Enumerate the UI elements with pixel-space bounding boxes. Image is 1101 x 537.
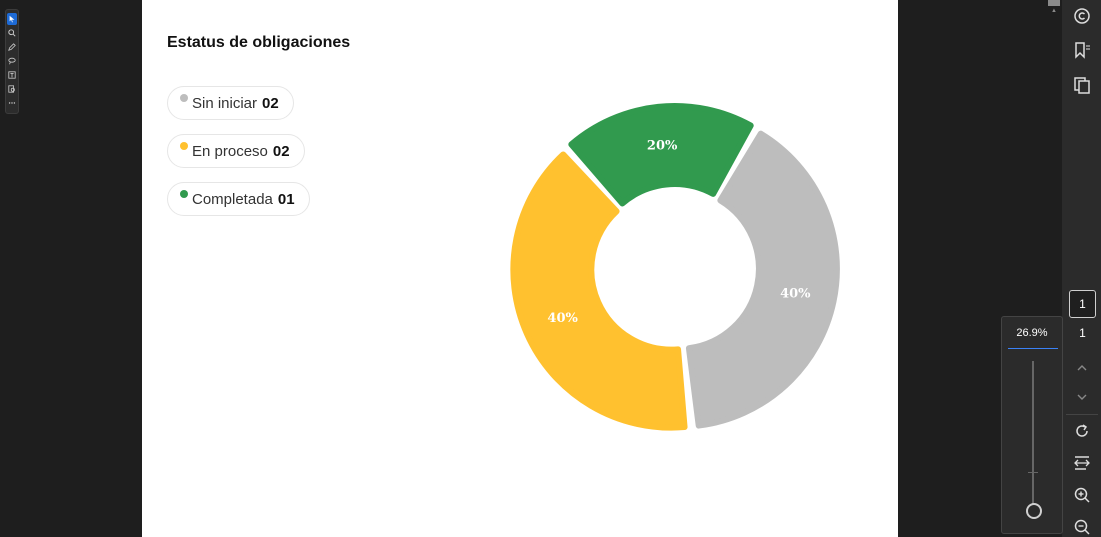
more-icon[interactable] bbox=[7, 97, 17, 109]
fit-width-icon[interactable] bbox=[1072, 453, 1092, 473]
legend-count: 01 bbox=[277, 190, 295, 208]
donut-slice-en-proceso bbox=[510, 151, 688, 431]
legend-count: 02 bbox=[262, 94, 279, 112]
legend-item-completada: Completada 01 bbox=[167, 182, 310, 216]
legend-dot-icon bbox=[180, 142, 188, 150]
document-page: Estatus de obligaciones Sin iniciar 02 E… bbox=[142, 0, 898, 537]
zoom-in-icon[interactable] bbox=[1072, 485, 1092, 505]
legend-item-en-proceso: En proceso 02 bbox=[167, 134, 305, 168]
chevron-down-icon[interactable] bbox=[1072, 387, 1092, 407]
divider bbox=[1066, 414, 1098, 415]
pen-icon[interactable] bbox=[7, 41, 17, 53]
scroll-up-icon[interactable]: ▲ bbox=[1051, 8, 1057, 14]
chevron-up-icon[interactable] bbox=[1072, 358, 1092, 378]
donut-data-label: 40% bbox=[780, 287, 811, 302]
zoom-icon[interactable] bbox=[7, 27, 17, 39]
lasso-icon[interactable] bbox=[7, 55, 17, 67]
legend-label: Completada bbox=[192, 190, 273, 208]
total-pages: 1 bbox=[1079, 326, 1086, 340]
page-title: Estatus de obligaciones bbox=[167, 34, 351, 51]
donut-slice-sin-iniciar bbox=[685, 130, 840, 429]
zoom-popup: 26.9% bbox=[1001, 316, 1063, 534]
legend-item-sin-iniciar: Sin iniciar 02 bbox=[167, 86, 294, 120]
legend-dot-icon bbox=[180, 94, 188, 102]
legend-count: 02 bbox=[272, 142, 290, 160]
scrollbar-thumb[interactable] bbox=[1048, 0, 1060, 6]
donut-slice-completada bbox=[568, 103, 754, 207]
donut-chart: 40% 40% 20% bbox=[510, 103, 840, 431]
zoom-slider-tick bbox=[1028, 472, 1038, 473]
text-box-icon[interactable] bbox=[7, 69, 17, 81]
ai-assistant-icon[interactable] bbox=[1072, 6, 1092, 26]
bookmark-icon[interactable] bbox=[1072, 40, 1092, 60]
select-icon[interactable] bbox=[7, 13, 17, 25]
legend-label: En proceso bbox=[192, 142, 268, 160]
zoom-value-input[interactable]: 26.9% bbox=[1016, 327, 1048, 339]
legend-label: Sin iniciar bbox=[192, 94, 258, 112]
zoom-input-underline bbox=[1008, 348, 1058, 349]
search-page-icon[interactable] bbox=[7, 83, 17, 95]
right-panel: 1 1 bbox=[1062, 0, 1101, 537]
zoom-out-icon[interactable] bbox=[1072, 517, 1092, 537]
donut-data-label: 40% bbox=[547, 311, 578, 326]
legend-dot-icon bbox=[180, 190, 188, 198]
left-toolbar bbox=[5, 9, 19, 114]
zoom-slider-handle[interactable] bbox=[1026, 503, 1042, 519]
zoom-slider-track[interactable] bbox=[1032, 361, 1034, 511]
donut-data-label: 20% bbox=[647, 139, 678, 154]
rotate-icon[interactable] bbox=[1072, 421, 1092, 441]
copy-pages-icon[interactable] bbox=[1072, 75, 1092, 95]
current-page-input[interactable]: 1 bbox=[1069, 290, 1096, 318]
